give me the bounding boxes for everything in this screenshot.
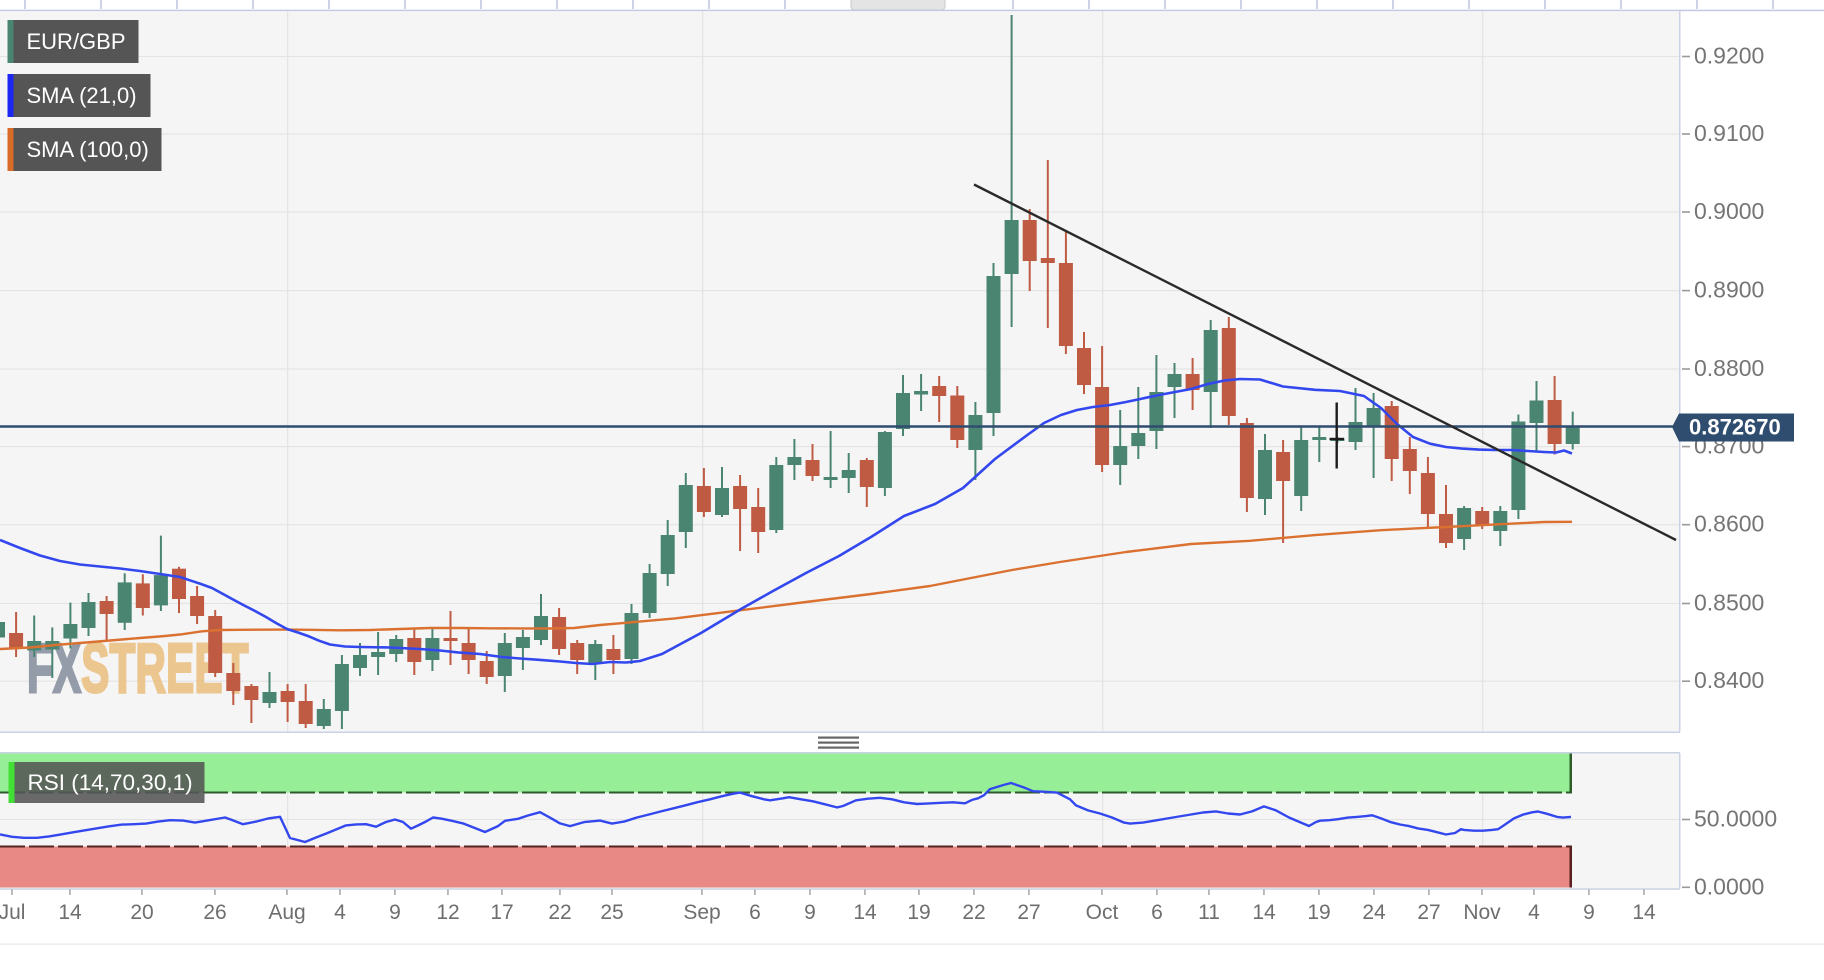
svg-text:24: 24: [1362, 901, 1386, 924]
svg-text:20: 20: [130, 901, 153, 924]
svg-text:6: 6: [749, 901, 761, 924]
svg-text:27: 27: [1017, 901, 1040, 924]
svg-text:0.9200: 0.9200: [1694, 43, 1764, 69]
svg-text:RSI (14,70,30,1): RSI (14,70,30,1): [28, 770, 193, 795]
svg-text:9: 9: [389, 901, 401, 924]
svg-text:19: 19: [1307, 901, 1330, 924]
svg-text:0.8400: 0.8400: [1694, 667, 1764, 693]
svg-text:9: 9: [804, 901, 816, 924]
svg-text:50.0000: 50.0000: [1694, 806, 1777, 832]
svg-text:14: 14: [1632, 901, 1656, 924]
svg-text:0.8900: 0.8900: [1694, 277, 1764, 303]
svg-text:22: 22: [962, 901, 985, 924]
svg-text:14: 14: [853, 901, 877, 924]
svg-text:9: 9: [1583, 901, 1595, 924]
svg-text:27: 27: [1417, 901, 1440, 924]
svg-text:Aug: Aug: [268, 901, 305, 924]
svg-text:14: 14: [58, 901, 82, 924]
svg-text:6: 6: [1151, 901, 1163, 924]
svg-text:0.872670: 0.872670: [1689, 415, 1781, 440]
svg-text:SMA (100,0): SMA (100,0): [27, 137, 149, 162]
svg-text:25: 25: [600, 901, 623, 924]
svg-text:0.0000: 0.0000: [1694, 873, 1764, 899]
svg-text:26: 26: [203, 901, 226, 924]
svg-text:4: 4: [1528, 901, 1540, 924]
svg-text:14: 14: [1252, 901, 1276, 924]
svg-text:0.8600: 0.8600: [1694, 511, 1764, 537]
svg-text:SMA (21,0): SMA (21,0): [27, 83, 137, 108]
svg-text:22: 22: [548, 901, 571, 924]
svg-text:Sep: Sep: [683, 901, 720, 924]
svg-text:11: 11: [1198, 901, 1220, 924]
svg-text:0.8800: 0.8800: [1694, 355, 1764, 381]
svg-text:EUR/GBP: EUR/GBP: [27, 29, 126, 54]
svg-text:12: 12: [436, 901, 459, 924]
svg-text:Oct: Oct: [1086, 901, 1119, 924]
svg-text:0.8500: 0.8500: [1694, 590, 1764, 616]
svg-text:19: 19: [907, 901, 930, 924]
svg-text:17: 17: [490, 901, 513, 924]
svg-text:Nov: Nov: [1463, 901, 1501, 924]
svg-text:0.9000: 0.9000: [1694, 198, 1764, 224]
svg-text:Jul: Jul: [0, 901, 25, 924]
svg-text:4: 4: [334, 901, 346, 924]
svg-text:0.9100: 0.9100: [1694, 120, 1764, 146]
